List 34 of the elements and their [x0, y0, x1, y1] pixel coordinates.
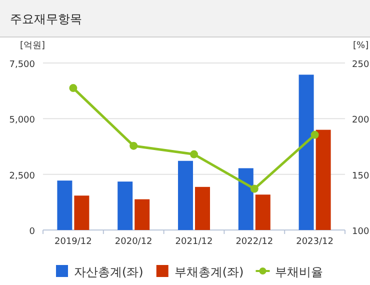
- legend-label: 부채총계(좌): [174, 265, 244, 279]
- y2-axis-title: [%]: [353, 41, 369, 51]
- y2-tick-label: 250: [352, 60, 370, 70]
- x-tick-label: 2022/12: [236, 237, 274, 247]
- point: [69, 84, 78, 92]
- bar: [118, 182, 133, 230]
- y-tick-label: 5,000: [9, 116, 36, 126]
- y2-tick-label: 200: [352, 116, 370, 126]
- point: [130, 142, 138, 150]
- x-tick-label: 2019/12: [54, 237, 92, 247]
- y2-tick-label: 150: [352, 171, 370, 182]
- bar: [195, 186, 210, 230]
- point: [250, 184, 258, 193]
- bar: [316, 130, 331, 230]
- bar: [238, 168, 254, 230]
- bar: [255, 194, 270, 230]
- point: [190, 150, 198, 158]
- y2-tick-label: 100: [352, 227, 370, 237]
- bar: [57, 180, 72, 230]
- legend-label: 부채비율: [274, 265, 323, 279]
- x-tick-label: 2023/12: [296, 237, 334, 247]
- legend-label: 자산총계(좌): [74, 265, 144, 279]
- y-tick-label: 2,500: [9, 171, 36, 182]
- bar: [178, 160, 193, 230]
- x-tick-label: 2021/12: [175, 237, 213, 247]
- y-axis-title: [억원]: [20, 41, 46, 51]
- chart-title: 주요재무항목: [10, 12, 82, 26]
- point: [310, 130, 319, 139]
- y-tick-label: 7,500: [9, 60, 36, 70]
- bar: [134, 199, 150, 230]
- bar: [298, 74, 314, 230]
- bar: [74, 196, 90, 230]
- y-tick-label: 0: [29, 227, 36, 237]
- x-tick-label: 2020/12: [114, 237, 152, 247]
